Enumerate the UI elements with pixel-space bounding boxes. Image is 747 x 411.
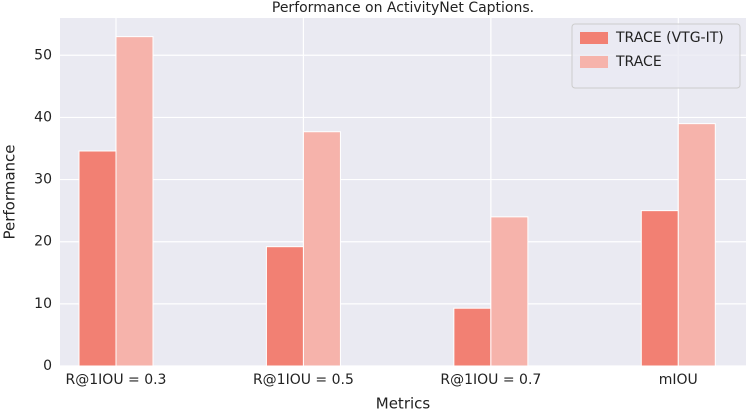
y-tick-label: 20 xyxy=(34,234,52,250)
y-tick-label: 0 xyxy=(43,358,52,374)
legend-swatch xyxy=(580,32,608,44)
y-tick-label: 50 xyxy=(34,47,52,63)
x-axis-label: Metrics xyxy=(376,395,431,411)
bar xyxy=(265,246,304,367)
y-tick-label: 10 xyxy=(34,296,52,312)
bar xyxy=(490,216,529,367)
bar xyxy=(677,123,716,367)
y-axis-label: Performance xyxy=(1,144,19,239)
y-tick-label: 40 xyxy=(34,109,52,125)
legend-box xyxy=(571,23,741,89)
bar xyxy=(115,36,154,367)
legend-swatch xyxy=(580,56,608,68)
x-tick-label: R@1IOU = 0.5 xyxy=(253,372,354,388)
x-tick-label: mIOU xyxy=(659,372,698,388)
legend-label: TRACE (VTG-IT) xyxy=(615,30,724,46)
bar xyxy=(302,131,341,367)
legend-label: TRACE xyxy=(615,54,662,70)
chart-title: Performance on ActivityNet Captions. xyxy=(272,0,534,16)
bar xyxy=(453,307,492,367)
bar xyxy=(78,150,117,367)
bar xyxy=(640,210,679,367)
x-tick-label: R@1IOU = 0.3 xyxy=(66,372,167,388)
y-tick-label: 30 xyxy=(34,172,52,188)
x-tick-label: R@1IOU = 0.7 xyxy=(440,372,541,388)
